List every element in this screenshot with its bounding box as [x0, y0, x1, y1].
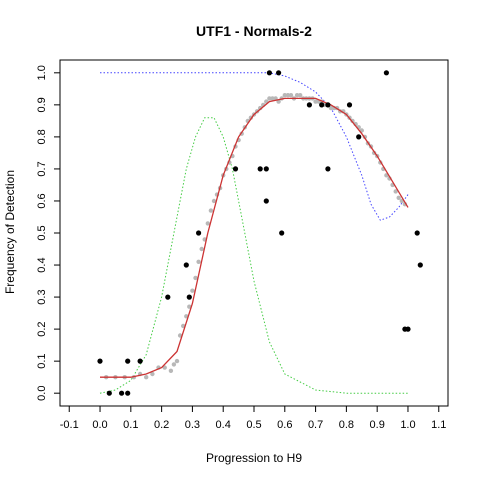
- x-tick-label: 0.3: [185, 419, 200, 431]
- x-tick-label: 0.8: [339, 419, 354, 431]
- data-point: [257, 166, 263, 172]
- data-point: [125, 390, 131, 396]
- data-point: [356, 134, 362, 140]
- x-axis: -0.1 0.0 0.1 0.2 0.3 0.4 0.5 0.6 0.7 0.8 0.9 1.0 1.1: [60, 406, 446, 431]
- data-point: [414, 230, 420, 236]
- y-tick-label: 0.8: [36, 129, 48, 144]
- data-point: [144, 375, 149, 380]
- data-point: [325, 166, 331, 172]
- x-tick-label: 0.0: [92, 419, 107, 431]
- data-point: [294, 93, 300, 98]
- data-point: [279, 230, 285, 236]
- data-point: [171, 362, 177, 367]
- data-point: [205, 221, 210, 226]
- y-tick-label: 0.0: [36, 386, 48, 401]
- series-line: [100, 97, 409, 378]
- data-point: [285, 93, 291, 98]
- x-tick-label: 1.0: [400, 419, 415, 431]
- data-point: [263, 166, 269, 172]
- data-point: [288, 93, 294, 98]
- data-point: [208, 208, 214, 213]
- x-tick-label: 1.1: [431, 419, 446, 431]
- data-point: [313, 99, 318, 104]
- data-point: [196, 259, 201, 264]
- data-point: [393, 189, 398, 194]
- chart-title: UTF1 - Normals-2: [196, 23, 312, 39]
- y-tick-label: 0.4: [36, 257, 48, 272]
- y-tick-label: 0.3: [36, 289, 48, 304]
- y-tick-label: 0.5: [36, 225, 48, 240]
- series-line: [100, 72, 409, 221]
- x-tick-label: 0.2: [154, 419, 169, 431]
- data-point: [190, 288, 195, 293]
- x-axis-label: Progression to H9: [206, 451, 302, 465]
- data-point: [328, 105, 334, 111]
- data-point: [162, 365, 167, 370]
- data-point: [266, 70, 272, 76]
- data-point: [137, 358, 143, 364]
- data-point: [282, 93, 287, 98]
- data-point: [306, 102, 312, 108]
- data-point: [165, 294, 171, 300]
- plot-frame: [59, 59, 449, 407]
- series-layer: [97, 70, 423, 396]
- data-point: [196, 230, 202, 236]
- data-point: [346, 102, 353, 108]
- data-point: [417, 262, 423, 268]
- x-tick-label: 0.7: [308, 419, 323, 431]
- data-point: [298, 93, 303, 98]
- x-tick-label: 0.6: [277, 419, 292, 431]
- y-tick-label: 0.1: [36, 353, 48, 368]
- y-axis-label: Frequency of Detection: [3, 170, 17, 294]
- data-point: [232, 166, 239, 172]
- y-tick-label: 0.6: [36, 193, 48, 208]
- data-point: [183, 262, 189, 268]
- data-point: [106, 390, 112, 396]
- data-point: [150, 371, 155, 377]
- data-point: [383, 70, 389, 76]
- x-tick-label: -0.1: [60, 419, 79, 431]
- data-point: [199, 246, 204, 252]
- data-point: [396, 195, 401, 200]
- data-point: [276, 70, 282, 76]
- y-tick-label: 1.0: [36, 65, 48, 80]
- x-tick-label: 0.1: [123, 419, 138, 431]
- data-point: [270, 96, 275, 101]
- y-tick-label: 0.2: [36, 321, 48, 336]
- data-point: [174, 358, 180, 364]
- data-point: [325, 102, 331, 108]
- data-point: [119, 390, 125, 396]
- x-tick-label: 0.9: [370, 419, 385, 431]
- x-tick-label: 0.4: [216, 419, 231, 431]
- x-tick-label: 0.5: [246, 419, 261, 431]
- y-tick-label: 0.7: [36, 161, 48, 176]
- y-axis: 0.0 0.1 0.2 0.3 0.4 0.5 0.6 0.7 0.8 0.9 1.0: [36, 65, 60, 401]
- data-point: [319, 102, 325, 108]
- data-point: [267, 96, 272, 101]
- data-point: [97, 358, 103, 364]
- data-point: [168, 368, 174, 373]
- data-point: [125, 358, 131, 364]
- data-point: [193, 275, 198, 281]
- data-point: [211, 198, 217, 204]
- series-line: [99, 117, 408, 394]
- data-point: [405, 326, 411, 332]
- y-tick-label: 0.9: [36, 97, 48, 112]
- data-point: [186, 294, 192, 300]
- data-point: [263, 198, 269, 204]
